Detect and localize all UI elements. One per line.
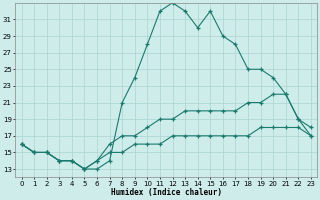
X-axis label: Humidex (Indice chaleur): Humidex (Indice chaleur) bbox=[111, 188, 222, 197]
